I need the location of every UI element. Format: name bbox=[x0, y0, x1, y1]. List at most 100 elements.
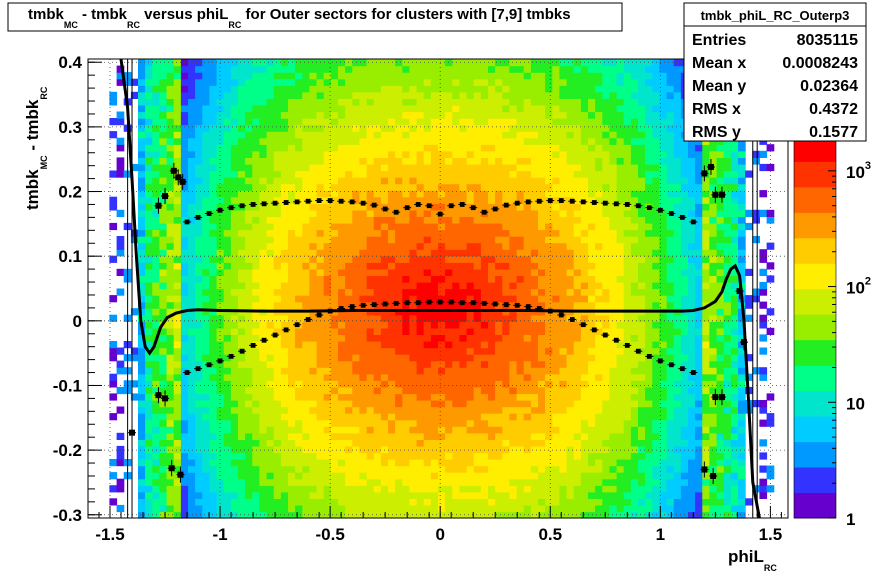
heatmap-cell bbox=[459, 406, 468, 414]
heatmap-cell bbox=[509, 242, 518, 250]
heatmap-cell bbox=[423, 118, 432, 126]
heatmap-cell bbox=[309, 347, 318, 355]
heatmap-cell bbox=[445, 465, 453, 473]
heatmap-cell bbox=[309, 334, 318, 342]
heatmap-cell bbox=[330, 91, 339, 99]
heatmap-cell bbox=[338, 203, 346, 211]
heatmap-cells bbox=[109, 59, 775, 519]
heatmap-cell bbox=[438, 242, 446, 250]
heatmap-cell bbox=[209, 354, 218, 362]
heatmap-cell bbox=[166, 400, 175, 408]
heatmap-cell bbox=[459, 459, 468, 467]
heatmap-cell bbox=[545, 85, 553, 93]
heatmap-cell bbox=[238, 59, 246, 67]
heatmap-cell bbox=[302, 360, 310, 368]
heatmap-cell bbox=[623, 163, 632, 172]
heatmap-cell bbox=[280, 150, 289, 158]
heatmap-cell bbox=[552, 183, 560, 191]
heatmap-cell bbox=[173, 347, 182, 355]
heatmap-cell bbox=[288, 367, 296, 375]
heatmap-cell bbox=[223, 222, 232, 231]
heatmap-cell bbox=[602, 288, 610, 296]
heatmap-cell bbox=[173, 236, 182, 244]
heatmap-cell bbox=[180, 98, 189, 106]
heatmap-cell bbox=[630, 393, 639, 401]
heatmap-cell bbox=[388, 177, 396, 185]
heatmap-cell bbox=[273, 432, 282, 440]
heatmap-cell bbox=[502, 222, 510, 231]
heatmap-cell bbox=[259, 413, 268, 421]
heatmap-cell bbox=[202, 281, 210, 290]
heatmap-cell bbox=[395, 163, 403, 172]
heatmap-cell bbox=[473, 465, 482, 473]
heatmap-cell bbox=[409, 124, 418, 132]
heatmap-cell bbox=[359, 262, 368, 270]
heatmap-cell bbox=[466, 295, 475, 303]
heatmap-cell bbox=[316, 485, 325, 493]
heatmap-cell bbox=[152, 183, 160, 191]
heatmap-cell bbox=[609, 288, 618, 296]
heatmap-cell bbox=[159, 163, 168, 172]
heatmap-cell bbox=[245, 347, 253, 355]
heatmap-cell bbox=[445, 354, 453, 362]
heatmap-cell bbox=[602, 275, 610, 283]
heatmap-cell bbox=[630, 170, 639, 178]
heatmap-cell bbox=[488, 209, 496, 217]
heatmap-cell bbox=[552, 281, 560, 290]
heatmap-cell bbox=[616, 406, 625, 414]
heatmap-cell bbox=[395, 196, 403, 204]
heatmap-cell bbox=[173, 314, 182, 322]
heatmap-cell bbox=[173, 196, 182, 204]
heatmap-cell bbox=[438, 445, 446, 454]
heatmap-cell bbox=[423, 478, 432, 486]
heatmap-cell bbox=[416, 78, 425, 86]
heatmap-cell bbox=[166, 98, 175, 106]
heatmap-cell bbox=[452, 111, 460, 119]
heatmap-cell bbox=[345, 275, 353, 283]
heatmap-cell bbox=[359, 65, 368, 73]
heatmap-cell bbox=[402, 183, 410, 191]
heatmap-cell bbox=[116, 360, 125, 368]
heatmap-cell bbox=[202, 314, 210, 322]
heatmap-cell bbox=[402, 262, 410, 270]
heatmap-cell bbox=[552, 216, 560, 224]
heatmap-cell bbox=[338, 360, 346, 368]
heatmap-cell bbox=[566, 72, 575, 80]
heatmap-cell bbox=[202, 124, 210, 132]
heatmap-cell bbox=[295, 137, 303, 145]
heatmap-cell bbox=[388, 327, 396, 335]
heatmap-cell bbox=[609, 419, 618, 427]
heatmap-cell bbox=[416, 85, 425, 93]
heatmap-cell bbox=[588, 196, 596, 204]
heatmap-cell bbox=[595, 498, 603, 506]
heatmap-cell bbox=[159, 419, 168, 427]
heatmap-cell bbox=[216, 321, 225, 329]
heatmap-cell bbox=[416, 393, 425, 401]
heatmap-cell bbox=[602, 72, 610, 80]
heatmap-cell bbox=[295, 236, 303, 244]
heatmap-cell bbox=[352, 439, 360, 447]
heatmap-cell bbox=[302, 150, 310, 158]
heatmap-cell bbox=[195, 249, 203, 257]
heatmap-cell bbox=[509, 295, 518, 303]
heatmap-cell bbox=[416, 478, 425, 486]
heatmap-cell bbox=[259, 393, 268, 401]
heatmap-cell bbox=[623, 262, 632, 270]
heatmap-cell bbox=[216, 478, 225, 486]
heatmap-cell bbox=[488, 118, 496, 126]
heatmap-cell bbox=[245, 183, 253, 191]
heatmap-cell bbox=[280, 452, 289, 460]
heatmap-cell bbox=[466, 203, 475, 211]
heatmap-cell bbox=[452, 262, 460, 270]
heatmap-cell bbox=[402, 406, 410, 414]
heatmap-cell bbox=[273, 445, 282, 454]
heatmap-cell bbox=[273, 275, 282, 283]
heatmap-cell bbox=[309, 203, 318, 211]
heatmap-cell bbox=[516, 334, 525, 342]
heatmap-cell bbox=[266, 170, 275, 178]
heatmap-cell bbox=[395, 242, 403, 250]
heatmap-cell bbox=[516, 498, 525, 506]
heatmap-cell bbox=[459, 498, 468, 506]
heatmap-cell bbox=[252, 268, 260, 276]
heatmap-cell bbox=[338, 314, 346, 322]
